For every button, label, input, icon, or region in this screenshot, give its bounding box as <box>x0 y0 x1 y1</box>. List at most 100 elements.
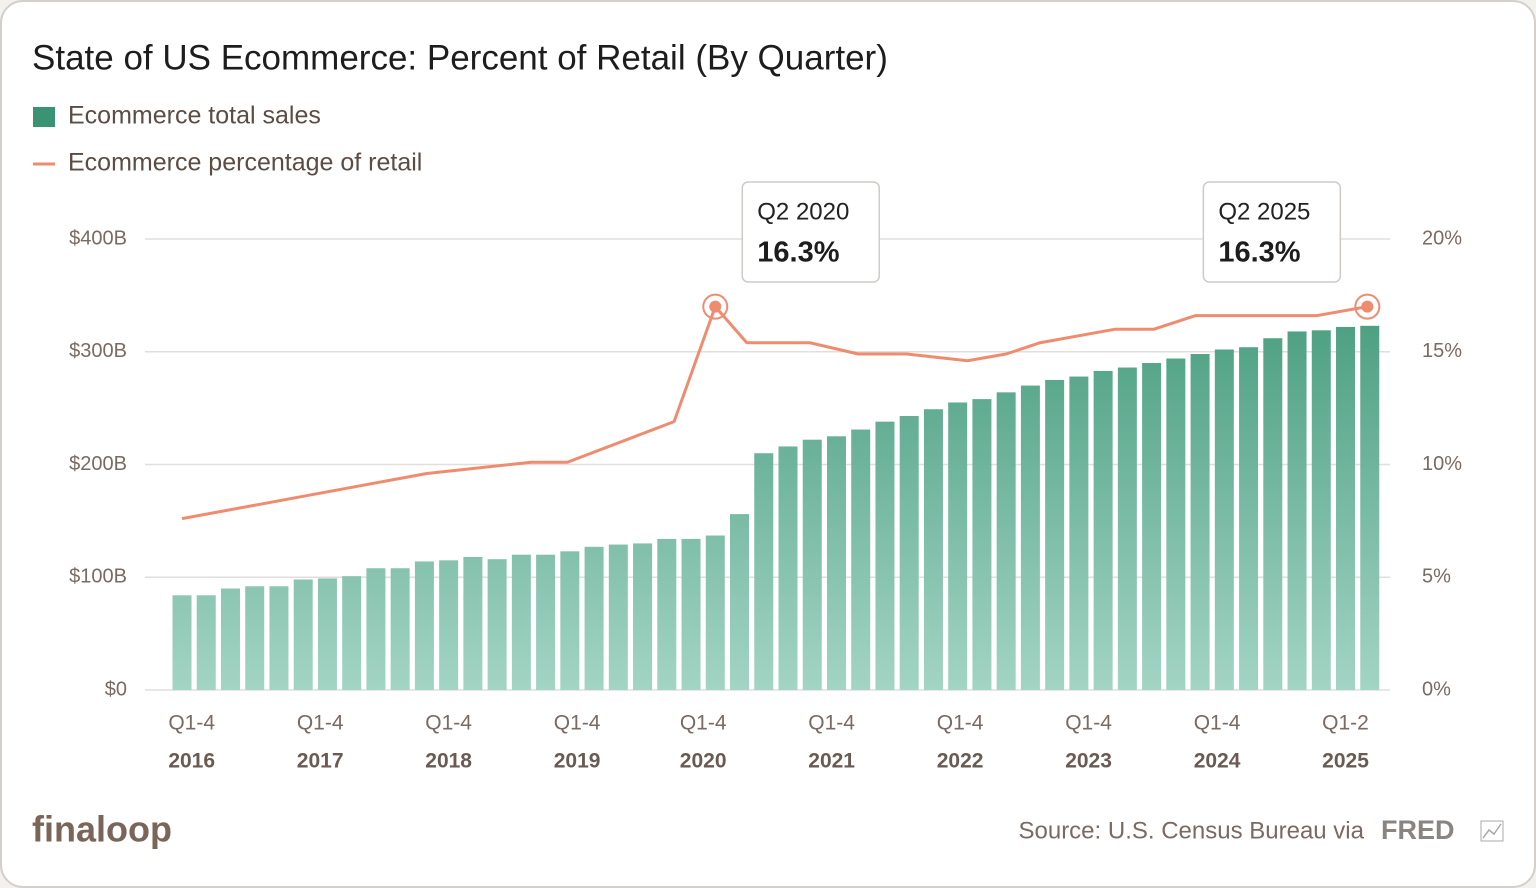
x-group-year: 2020 <box>680 750 727 773</box>
bar <box>608 544 628 690</box>
bar <box>1142 363 1162 690</box>
x-group-year: 2017 <box>297 750 344 773</box>
bar <box>633 543 653 690</box>
bar <box>560 551 580 690</box>
bar <box>1190 354 1210 690</box>
bar <box>1263 338 1283 690</box>
highlight-point <box>709 300 722 313</box>
bar <box>196 595 216 690</box>
x-group-label: Q1-4 <box>937 712 984 735</box>
x-group-label: Q1-2 <box>1322 712 1369 735</box>
bar <box>390 568 410 690</box>
bar <box>948 402 968 690</box>
x-group-label: Q1-4 <box>1065 712 1112 735</box>
x-group-year: 2024 <box>1194 750 1241 773</box>
annotation-box <box>1202 181 1342 283</box>
bar <box>657 538 677 690</box>
x-group-year: 2022 <box>937 750 984 773</box>
y2-tick-label: 15% <box>1422 340 1462 362</box>
bar <box>1166 358 1186 690</box>
bar <box>342 576 362 690</box>
bar <box>996 392 1016 690</box>
fred-icon <box>1480 820 1504 842</box>
bar <box>269 586 289 690</box>
bar <box>1117 367 1137 690</box>
bar <box>1360 325 1380 690</box>
bar <box>923 409 943 690</box>
bar <box>366 568 386 690</box>
y-tick-label: $200B <box>69 453 127 475</box>
x-group-label: Q1-4 <box>425 712 472 735</box>
bar <box>536 554 556 690</box>
bar <box>511 554 531 690</box>
x-group-year: 2025 <box>1322 750 1369 773</box>
bar <box>584 546 604 690</box>
annotation-value: 16.3% <box>1218 237 1300 269</box>
annotation-value: 16.3% <box>757 237 839 269</box>
x-group-label: Q1-4 <box>808 712 855 735</box>
x-group-year: 2019 <box>554 750 601 773</box>
bar <box>1239 347 1259 690</box>
bar <box>1020 385 1040 690</box>
y-tick-label: $0 <box>105 678 127 700</box>
x-group-year: 2021 <box>808 750 855 773</box>
x-group-year: 2016 <box>168 750 215 773</box>
x-group-label: Q1-4 <box>1194 712 1241 735</box>
y-tick-label: $400B <box>69 227 127 249</box>
bar <box>899 416 919 690</box>
y2-tick-label: 10% <box>1422 453 1462 475</box>
source-logo: FRED <box>1381 815 1455 845</box>
bar <box>1287 331 1307 690</box>
bar <box>875 421 895 690</box>
line <box>181 305 1368 521</box>
bar <box>1311 330 1331 690</box>
x-group-label: Q1-4 <box>168 712 215 735</box>
bar <box>681 538 701 690</box>
source: Source: U.S. Census Bureau via <box>1018 817 1364 844</box>
x-group-label: Q1-4 <box>297 712 344 735</box>
bar <box>439 560 459 690</box>
bar <box>1093 370 1113 690</box>
bar <box>705 535 725 690</box>
highlight-ring <box>702 293 729 320</box>
highlight-point <box>1361 300 1374 313</box>
bar <box>1069 376 1089 690</box>
y2-tick-label: 20% <box>1422 227 1462 249</box>
y2-tick-label: 0% <box>1422 678 1451 700</box>
legend-swatch <box>33 107 55 127</box>
bar <box>778 446 798 690</box>
highlight-ring <box>1354 293 1381 320</box>
y-tick-label: $100B <box>69 566 127 588</box>
bar <box>972 399 992 690</box>
annotation-period: Q2 2025 <box>1218 198 1310 225</box>
y-tick-label: $300B <box>69 340 127 362</box>
x-group-year: 2023 <box>1065 750 1112 773</box>
y2-tick-label: 5% <box>1422 566 1451 588</box>
bar <box>414 561 434 690</box>
bar <box>487 559 507 690</box>
bar <box>1336 326 1356 690</box>
bar <box>172 595 192 690</box>
bar <box>802 439 822 690</box>
x-group-label: Q1-4 <box>554 712 601 735</box>
annotation-box <box>741 181 881 283</box>
bar <box>463 556 483 690</box>
bar <box>1214 349 1234 690</box>
legend-label: Ecommerce percentage of retail <box>68 149 422 177</box>
bar <box>754 453 774 690</box>
bar <box>220 588 240 690</box>
bar <box>317 578 337 690</box>
bar <box>1045 379 1065 690</box>
bar <box>293 579 313 690</box>
legend-label: Ecommerce total sales <box>68 102 321 130</box>
bar <box>851 429 871 690</box>
annotation-period: Q2 2020 <box>757 198 849 225</box>
bar <box>826 436 846 690</box>
x-group-year: 2018 <box>425 750 472 773</box>
chart-title: State of US Ecommerce: Percent of Retail… <box>32 38 888 77</box>
brand-logo: finaloop <box>32 809 172 850</box>
bar <box>245 586 265 690</box>
x-group-label: Q1-4 <box>680 712 727 735</box>
bar <box>730 514 750 690</box>
